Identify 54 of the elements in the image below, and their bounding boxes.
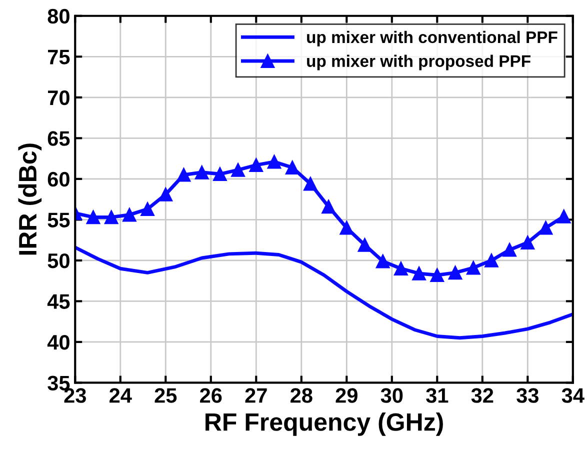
- legend-label: up mixer with proposed PPF: [307, 54, 530, 70]
- y-tick-label: 80: [48, 8, 70, 24]
- y-tick-label: 55: [48, 212, 70, 228]
- y-tick-label: 75: [48, 50, 70, 64]
- y-tick-label: 50: [48, 253, 70, 268]
- point: [104, 210, 118, 224]
- x-tick-label: 32: [471, 388, 494, 403]
- y-tick-label: 35: [48, 376, 70, 391]
- point: [502, 242, 517, 257]
- x-tick-label: 27: [245, 388, 267, 403]
- point: [466, 260, 480, 275]
- x-tick-label: 33: [516, 388, 538, 403]
- x-tick-label: 29: [336, 388, 358, 403]
- y-tick-label: 60: [48, 172, 70, 187]
- x-tick-label: 30: [380, 388, 403, 403]
- point: [322, 200, 336, 214]
- point: [538, 220, 553, 235]
- x-tick-label: 31: [426, 388, 448, 403]
- point: [140, 202, 154, 216]
- point: [556, 209, 571, 224]
- y-tick-label: 70: [48, 90, 70, 106]
- point: [231, 163, 245, 177]
- point: [249, 158, 264, 172]
- point: [340, 220, 354, 235]
- x-tick-label: 23: [64, 388, 86, 403]
- point: [122, 208, 136, 222]
- y-axis-title: IRR (dBc): [18, 144, 42, 255]
- x-tick-label: 26: [200, 388, 222, 403]
- point: [176, 168, 191, 182]
- x-tick-label: 28: [290, 388, 312, 403]
- point: [430, 268, 444, 282]
- y-tick-label: 40: [47, 334, 70, 350]
- line-series: [75, 246, 573, 340]
- point: [304, 176, 318, 191]
- y-tick-label: 65: [48, 131, 70, 146]
- point: [484, 254, 498, 268]
- point: [520, 236, 535, 250]
- point: [158, 187, 173, 202]
- x-tick-label: 34: [562, 388, 584, 403]
- point: [213, 167, 227, 181]
- point: [394, 262, 408, 276]
- point: [267, 154, 282, 169]
- point: [86, 210, 100, 224]
- point: [412, 266, 426, 280]
- y-tick-label: 45: [47, 294, 70, 309]
- point: [194, 165, 209, 180]
- legend-label: up mixer with conventional PPF: [307, 30, 558, 46]
- point: [448, 266, 462, 280]
- x-tick-label: 24: [110, 388, 132, 403]
- point: [358, 238, 372, 252]
- x-tick-label: 25: [154, 388, 177, 403]
- point: [376, 254, 390, 268]
- point: [285, 160, 300, 174]
- x-axis-title: RF Frequency (GHz): [206, 412, 443, 436]
